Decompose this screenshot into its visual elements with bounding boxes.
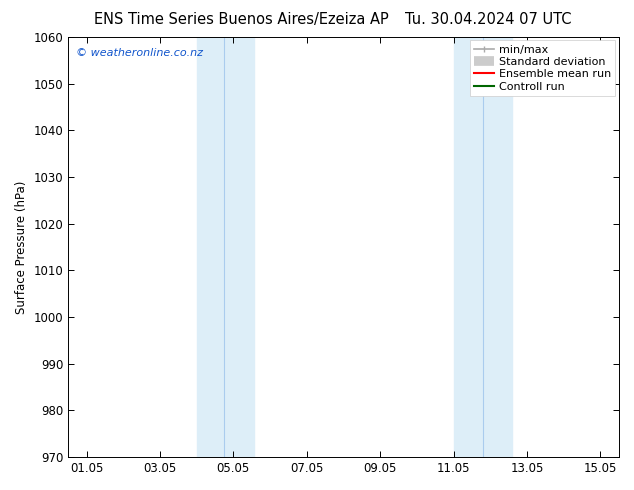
Text: ENS Time Series Buenos Aires/Ezeiza AP: ENS Time Series Buenos Aires/Ezeiza AP [94, 12, 388, 27]
Legend: min/max, Standard deviation, Ensemble mean run, Controll run: min/max, Standard deviation, Ensemble me… [470, 41, 616, 96]
Text: Tu. 30.04.2024 07 UTC: Tu. 30.04.2024 07 UTC [405, 12, 571, 27]
Bar [197, 37, 254, 457]
Text: © weatheronline.co.nz: © weatheronline.co.nz [77, 48, 204, 58]
Bar [453, 37, 512, 457]
Y-axis label: Surface Pressure (hPa): Surface Pressure (hPa) [15, 180, 28, 314]
